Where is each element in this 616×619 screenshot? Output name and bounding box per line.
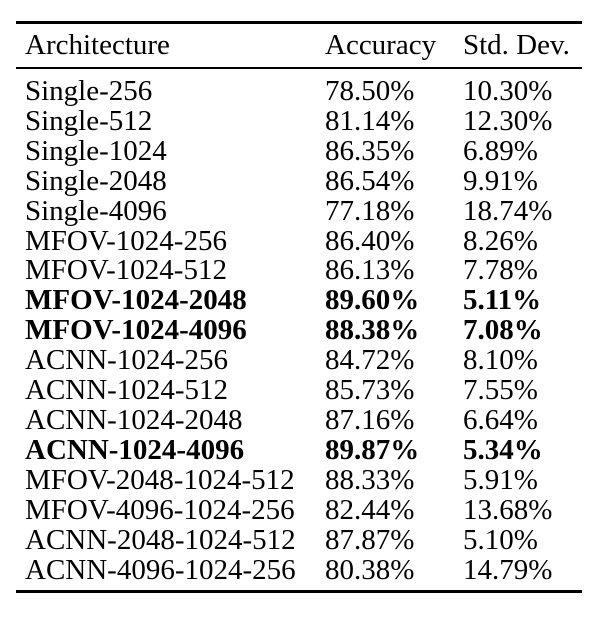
cell-std-dev: 7.78% (463, 254, 538, 287)
table-row: Single-512 81.14% 12.30% (16, 104, 582, 137)
cell-std-dev: 7.08% (463, 314, 543, 347)
cell-accuracy: 86.13% (325, 254, 415, 287)
table-row: MFOV-1024-2048 89.60% 5.11% (16, 284, 582, 317)
table-row: MFOV-1024-4096 88.38% 7.08% (16, 314, 582, 347)
cell-architecture: ACNN-1024-2048 (25, 403, 243, 436)
table-row: ACNN-1024-256 84.72% 8.10% (16, 344, 582, 377)
cell-architecture: MFOV-1024-4096 (25, 314, 247, 347)
table-row: MFOV-2048-1024-512 88.33% 5.91% (16, 463, 582, 496)
cell-accuracy: 81.14% (325, 104, 415, 137)
cell-std-dev: 12.30% (463, 104, 553, 137)
cell-std-dev: 8.26% (463, 224, 538, 257)
cell-std-dev: 6.64% (463, 403, 538, 436)
paper-table-figure: Architecture Accuracy Std. Dev. Single-2… (0, 21, 616, 619)
cell-std-dev: 9.91% (463, 164, 538, 197)
cell-accuracy: 89.60% (325, 284, 420, 317)
cell-architecture: MFOV-1024-256 (25, 224, 227, 257)
cell-accuracy: 85.73% (325, 374, 415, 407)
cell-std-dev: 7.55% (463, 374, 538, 407)
cell-architecture: ACNN-1024-256 (25, 344, 228, 377)
column-header-accuracy: Accuracy (316, 21, 454, 69)
table-row: Single-2048 86.54% 9.91% (16, 164, 582, 197)
cell-architecture: MFOV-2048-1024-512 (25, 463, 295, 496)
table-row: MFOV-1024-512 86.13% 7.78% (16, 256, 582, 286)
results-table: Architecture Accuracy Std. Dev. Single-2… (16, 21, 582, 594)
cell-std-dev: 10.30% (463, 75, 553, 107)
cell-accuracy: 87.87% (325, 523, 415, 556)
table-row: ACNN-2048-1024-512 87.87% 5.10% (16, 523, 582, 556)
cell-std-dev: 5.91% (463, 463, 538, 496)
cell-accuracy: 88.38% (325, 314, 420, 347)
cell-architecture: ACNN-1024-512 (25, 374, 228, 407)
cell-std-dev: 5.10% (463, 523, 538, 556)
cell-accuracy: 77.18% (325, 194, 415, 227)
cell-std-dev: 14.79% (454, 554, 582, 594)
cell-architecture: ACNN-1024-4096 (25, 433, 245, 466)
cell-architecture: MFOV-4096-1024-256 (25, 493, 295, 526)
table-row: Single-4096 77.18% 18.74% (16, 194, 582, 227)
table-row: Single-1024 86.35% 6.89% (16, 134, 582, 167)
cell-std-dev: 5.34% (463, 433, 543, 466)
table-row: ACNN-4096-1024-256 80.38% 14.79% (16, 554, 582, 594)
cell-accuracy: 86.40% (325, 224, 415, 257)
cell-std-dev: 13.68% (463, 493, 553, 526)
table-row: Single-256 78.50% 10.30% (16, 68, 582, 107)
cell-architecture: Single-2048 (25, 164, 167, 197)
table-row: MFOV-4096-1024-256 82.44% 13.68% (16, 493, 582, 526)
cell-accuracy: 88.33% (325, 463, 415, 496)
cell-architecture: Single-1024 (25, 134, 167, 167)
cell-std-dev: 8.10% (463, 344, 538, 377)
cell-accuracy: 80.38% (316, 554, 454, 594)
cell-accuracy: 86.35% (325, 134, 415, 167)
cell-architecture: Single-512 (25, 104, 153, 137)
table-row: ACNN-1024-4096 89.87% 5.34% (16, 433, 582, 466)
cell-architecture: MFOV-1024-2048 (25, 284, 247, 317)
column-header-architecture: Architecture (16, 21, 316, 69)
table-row: MFOV-1024-256 86.40% 8.26% (16, 224, 582, 257)
cell-accuracy: 84.72% (325, 344, 415, 377)
cell-architecture: MFOV-1024-512 (25, 254, 227, 287)
cell-accuracy: 82.44% (325, 493, 415, 526)
cell-accuracy: 89.87% (325, 433, 420, 466)
cell-std-dev: 6.89% (463, 134, 538, 167)
cell-std-dev: 5.11% (463, 284, 542, 317)
cell-accuracy: 87.16% (325, 403, 415, 436)
cell-architecture: ACNN-4096-1024-256 (16, 554, 316, 594)
table-row: ACNN-1024-512 85.73% 7.55% (16, 374, 582, 407)
cell-architecture: Single-4096 (25, 194, 167, 227)
cell-std-dev: 18.74% (463, 194, 553, 227)
table-header-row: Architecture Accuracy Std. Dev. (16, 21, 582, 69)
cell-architecture: Single-256 (25, 75, 153, 107)
cell-architecture: ACNN-2048-1024-512 (25, 523, 296, 556)
cell-accuracy: 78.50% (325, 75, 415, 107)
cell-accuracy: 86.54% (325, 164, 415, 197)
table-row: ACNN-1024-2048 87.16% 6.64% (16, 403, 582, 436)
column-header-std-dev: Std. Dev. (454, 21, 582, 69)
